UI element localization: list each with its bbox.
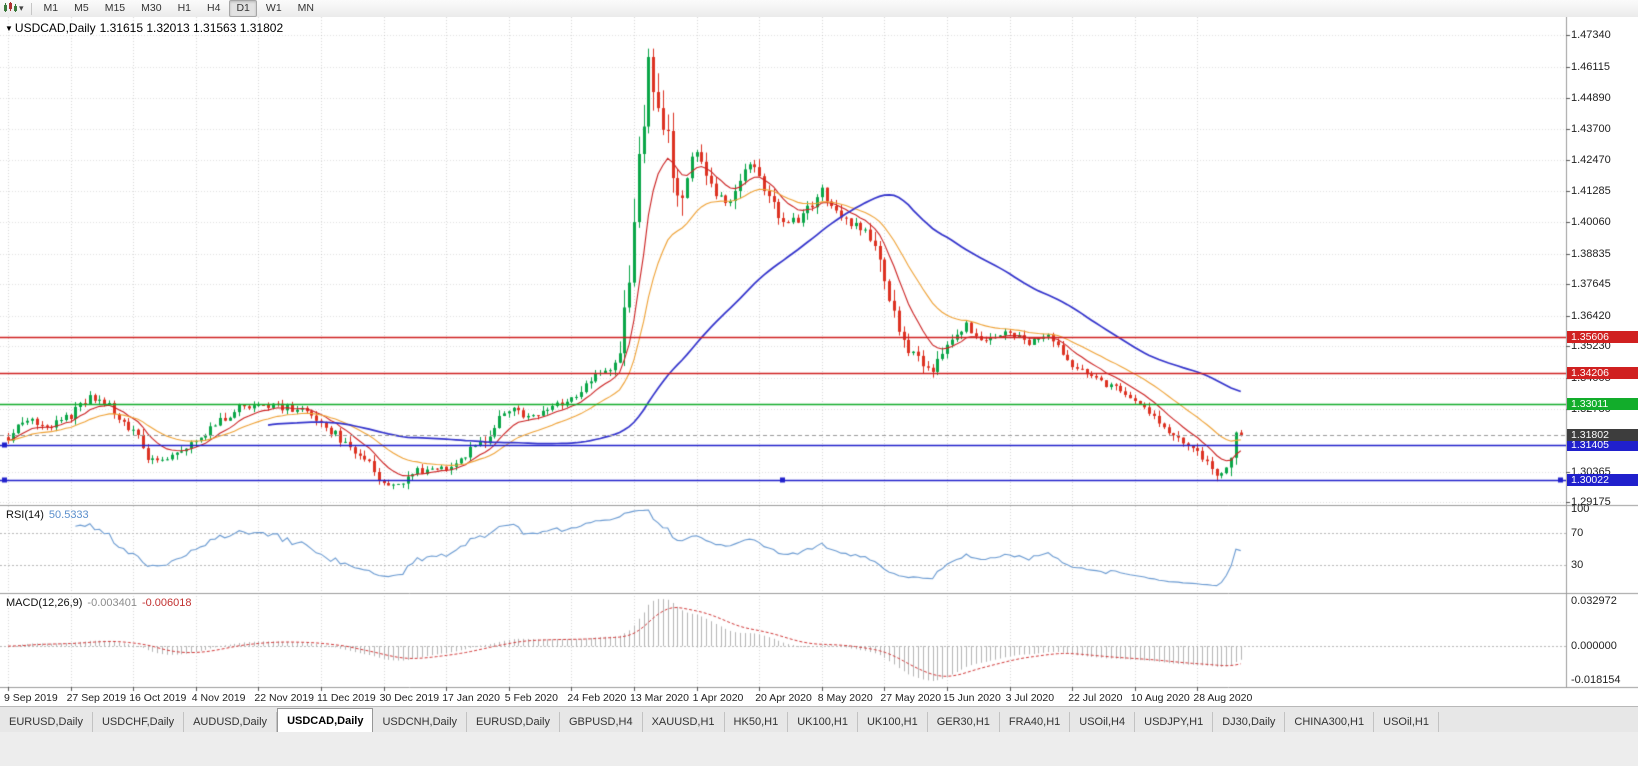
chart-tab-eurusd-daily[interactable]: EURUSD,Daily — [0, 712, 93, 733]
chart-tab-gbpusd-h4[interactable]: GBPUSD,H4 — [560, 712, 643, 733]
macd-indicator-label: MACD(12,26,9) -0.003401 -0.006018 — [6, 597, 197, 609]
candlestick-chart-icon[interactable] — [3, 0, 18, 18]
chart-tab-usdchf-daily[interactable]: USDCHF,Daily — [92, 712, 185, 733]
macd-name: MACD(12,26,9) — [6, 597, 83, 609]
timeframe-button-h1[interactable]: H1 — [177, 2, 192, 14]
rsi-value: 50.5333 — [48, 509, 89, 521]
macd-main-value: -0.003401 — [87, 597, 137, 609]
timeframe-button-mn[interactable]: MN — [297, 2, 314, 14]
chart-tab-audusd-daily[interactable]: AUDUSD,Daily — [184, 712, 278, 733]
rsi-indicator-label: RSI(14) 50.5333 — [6, 509, 94, 521]
chart-symbol-header: ▼ USDCAD,Daily 1.31615 1.32013 1.31563 1.3… — [5, 21, 287, 35]
timeframe-button-w1[interactable]: W1 — [265, 2, 282, 14]
chart-tab-eurusd-daily[interactable]: EURUSD,Daily — [467, 712, 560, 733]
symbol-marker-icon: ▼ — [5, 24, 13, 33]
chart-tab-usdcnh-daily[interactable]: USDCNH,Daily — [373, 712, 468, 733]
chart-tab-uk100-h1[interactable]: UK100,H1 — [788, 712, 858, 733]
timeframe-button-d1[interactable]: D1 — [229, 0, 257, 17]
chart-tab-ger30-h1[interactable]: GER30,H1 — [927, 712, 1000, 733]
chart-tab-usoil-h4[interactable]: USOil,H4 — [1070, 712, 1136, 733]
timeframe-button-m1[interactable]: M1 — [43, 2, 59, 14]
chart-tab-xauusd-h1[interactable]: XAUUSD,H1 — [642, 712, 725, 733]
chart-type-dropdown-caret-icon[interactable]: ▾ — [19, 3, 24, 13]
chart-tab-usoil-h1[interactable]: USOil,H1 — [1374, 712, 1439, 733]
timeframe-button-m15[interactable]: M15 — [104, 2, 126, 14]
timeframe-button-m30[interactable]: M30 — [141, 2, 162, 14]
chart-tab-fra40-h1[interactable]: FRA40,H1 — [999, 712, 1071, 733]
chart-tab-china300-h1[interactable]: CHINA300,H1 — [1285, 712, 1375, 733]
status-area — [0, 732, 1638, 766]
chart-tab-usdcad-daily[interactable]: USDCAD,Daily — [277, 708, 374, 733]
chart-tabs-bar: EURUSD,Daily USDCHF,Daily AUDUSD,Daily USDC… — [0, 706, 1638, 733]
chart-type-control[interactable]: ▾ — [0, 0, 27, 18]
chart-tab-uk100-h1[interactable]: UK100,H1 — [857, 712, 928, 733]
chart-tab-dj30-daily[interactable]: DJ30,Daily — [1213, 712, 1286, 733]
timeframe-button-h4[interactable]: H4 — [207, 2, 221, 14]
chart-canvas[interactable] — [0, 17, 1638, 706]
chart-window: ▼ USDCAD,Daily 1.31615 1.32013 1.31563 1.3… — [0, 17, 1638, 706]
symbol-ohlc-values: 1.31615 1.32013 1.31563 1.31802 — [99, 21, 284, 35]
toolbar-separator — [30, 2, 32, 15]
chart-tab-usdjpy-h1[interactable]: USDJPY,H1 — [1135, 712, 1214, 733]
symbol-title: USDCAD,Daily — [14, 21, 96, 35]
timeframe-buttons: M1 M5 M15 M30 H1 H4 D1 W1 MN — [36, 0, 322, 17]
macd-signal-value: -0.006018 — [141, 597, 192, 609]
timeframe-button-m5[interactable]: M5 — [74, 2, 89, 14]
rsi-name: RSI(14) — [6, 509, 44, 521]
timeframe-toolbar: ▾ M1 M5 M15 M30 H1 H4 D1 W1 MN — [0, 0, 1638, 18]
chart-tab-hk50-h1[interactable]: HK50,H1 — [724, 712, 789, 733]
